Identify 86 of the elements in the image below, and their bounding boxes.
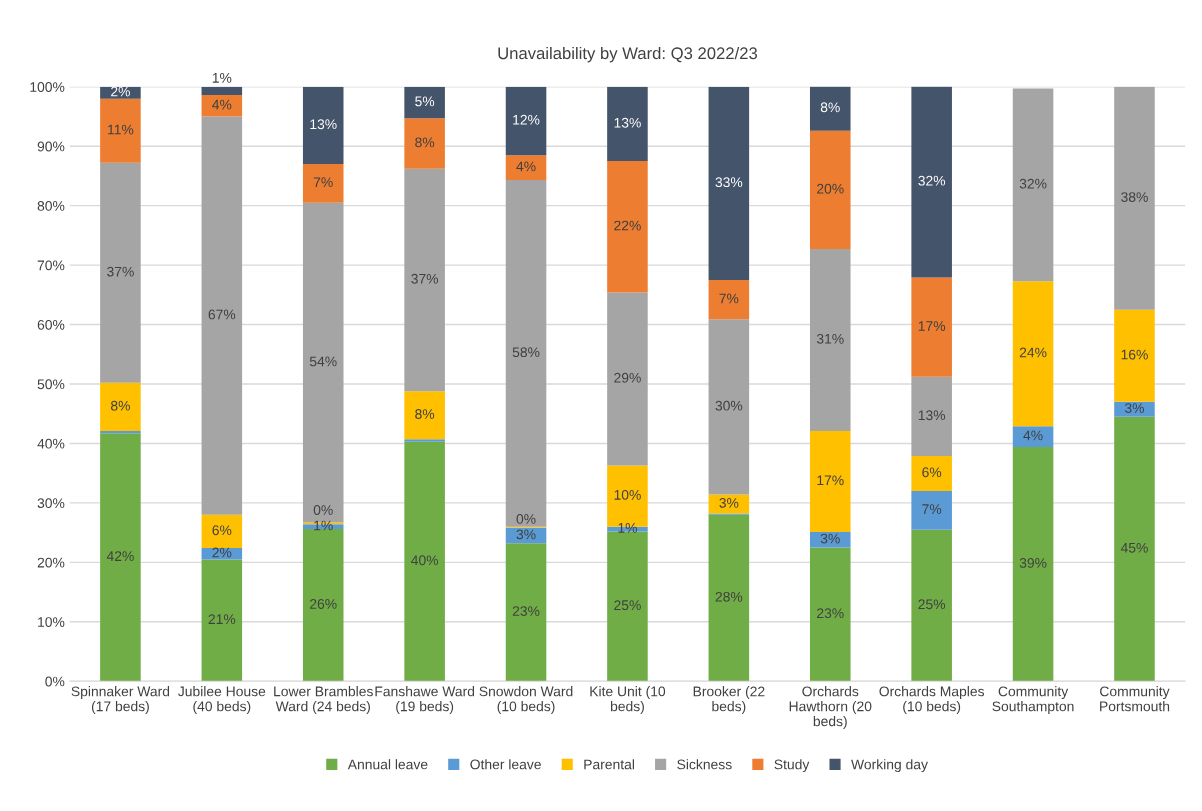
data-label: 67%: [208, 309, 236, 320]
x-tick-label: Jubilee House (40 beds): [178, 686, 266, 714]
data-label: 3%: [1124, 403, 1145, 413]
data-label: 31%: [816, 333, 844, 344]
x-tick-label: Snowdon Ward (10 beds): [479, 686, 573, 714]
legend-label: Annual leave: [347, 759, 428, 770]
data-label: 8%: [110, 400, 130, 411]
data-label: 22%: [614, 220, 641, 231]
x-tick-label: Fanshawe Ward (19 beds): [375, 686, 475, 714]
data-label: 2%: [212, 547, 232, 558]
data-label: 23%: [512, 606, 540, 617]
data-label: 39%: [1019, 558, 1047, 568]
data-label: 6%: [922, 467, 942, 478]
data-label: 13%: [310, 119, 337, 130]
data-label: 6%: [212, 525, 232, 536]
y-tick-label: 20%: [37, 557, 65, 568]
data-label: 29%: [614, 372, 641, 383]
x-tick-label: Community Portsmouth: [1100, 686, 1170, 712]
data-label: 21%: [208, 614, 236, 624]
legend-label: Sickness: [677, 759, 732, 770]
data-label: 33%: [715, 177, 743, 188]
data-label: 10%: [614, 489, 641, 500]
legend-label: Study: [774, 759, 810, 773]
data-label: 28%: [715, 591, 743, 602]
data-label: 40%: [411, 555, 439, 566]
data-label: 32%: [918, 175, 946, 186]
y-tick-label: 40%: [37, 438, 65, 449]
data-label: 3%: [516, 529, 536, 540]
data-label: 2%: [111, 86, 130, 97]
data-label: 17%: [817, 475, 844, 486]
x-tick-label: Lower Brambles Ward (24 beds): [274, 686, 373, 714]
data-label: 37%: [411, 273, 439, 284]
data-label: 16%: [1121, 349, 1148, 360]
data-label: 8%: [415, 137, 435, 148]
data-label: 7%: [719, 293, 739, 304]
x-tick-label: Orchards Maples (10 beds): [879, 686, 985, 714]
y-tick-label: 90%: [37, 141, 65, 152]
data-label: 45%: [1120, 542, 1148, 553]
data-label: 24%: [1019, 347, 1047, 358]
legend-label: Other leave: [470, 759, 541, 770]
data-label: 17%: [918, 321, 946, 331]
data-label: 3%: [719, 497, 739, 508]
y-tick-label: 30%: [37, 498, 65, 509]
data-label: 13%: [614, 117, 641, 128]
x-tick-label: Spinnaker Ward (17 beds): [71, 686, 170, 714]
data-label: 0%: [516, 514, 536, 524]
data-label: 7%: [313, 177, 333, 188]
y-tick-label: 70%: [37, 260, 65, 271]
data-label: 42%: [106, 551, 134, 561]
data-label: 8%: [415, 409, 435, 419]
data-label: 4%: [212, 99, 232, 110]
data-label: 32%: [1019, 178, 1047, 189]
legend-label: Working day: [851, 759, 928, 773]
data-label: 25%: [918, 599, 946, 610]
data-label: 30%: [715, 400, 743, 411]
x-tick-label: Community Southampton: [992, 686, 1074, 715]
data-label: 11%: [108, 124, 134, 135]
data-label: 54%: [309, 356, 337, 367]
data-label: 1%: [212, 73, 232, 83]
data-label: 7%: [922, 504, 942, 515]
data-label: 37%: [107, 266, 134, 277]
data-label: 20%: [817, 183, 844, 194]
x-tick-label: Brooker (22 beds): [693, 686, 765, 714]
y-tick-label: 80%: [37, 201, 65, 211]
data-label: 4%: [1023, 430, 1043, 441]
y-tick-label: 0%: [45, 676, 65, 687]
data-label: 8%: [820, 102, 840, 113]
data-label: 25%: [614, 600, 641, 611]
data-label: 5%: [415, 96, 435, 107]
y-tick-label: 50%: [37, 379, 65, 390]
data-label: 0%: [313, 505, 333, 515]
y-tick-label: 100%: [30, 82, 65, 92]
x-tick-label: Kite Unit (10 beds): [590, 686, 666, 714]
data-label: 26%: [310, 599, 337, 609]
data-label: 3%: [820, 533, 840, 544]
chart-title: Unavailability by Ward: Q3 2022/23: [498, 46, 758, 63]
y-tick-label: 10%: [38, 617, 65, 627]
data-label: 38%: [1121, 192, 1148, 202]
data-label: 13%: [918, 410, 946, 421]
data-label: 4%: [516, 161, 536, 172]
legend-label: Parental: [584, 759, 634, 770]
data-label: 12%: [513, 114, 540, 125]
x-tick-label: Orchards Hawthorn (20 beds): [789, 686, 872, 729]
y-tick-label: 60%: [37, 319, 65, 330]
data-label: 23%: [817, 608, 844, 619]
data-label: 58%: [512, 347, 540, 358]
